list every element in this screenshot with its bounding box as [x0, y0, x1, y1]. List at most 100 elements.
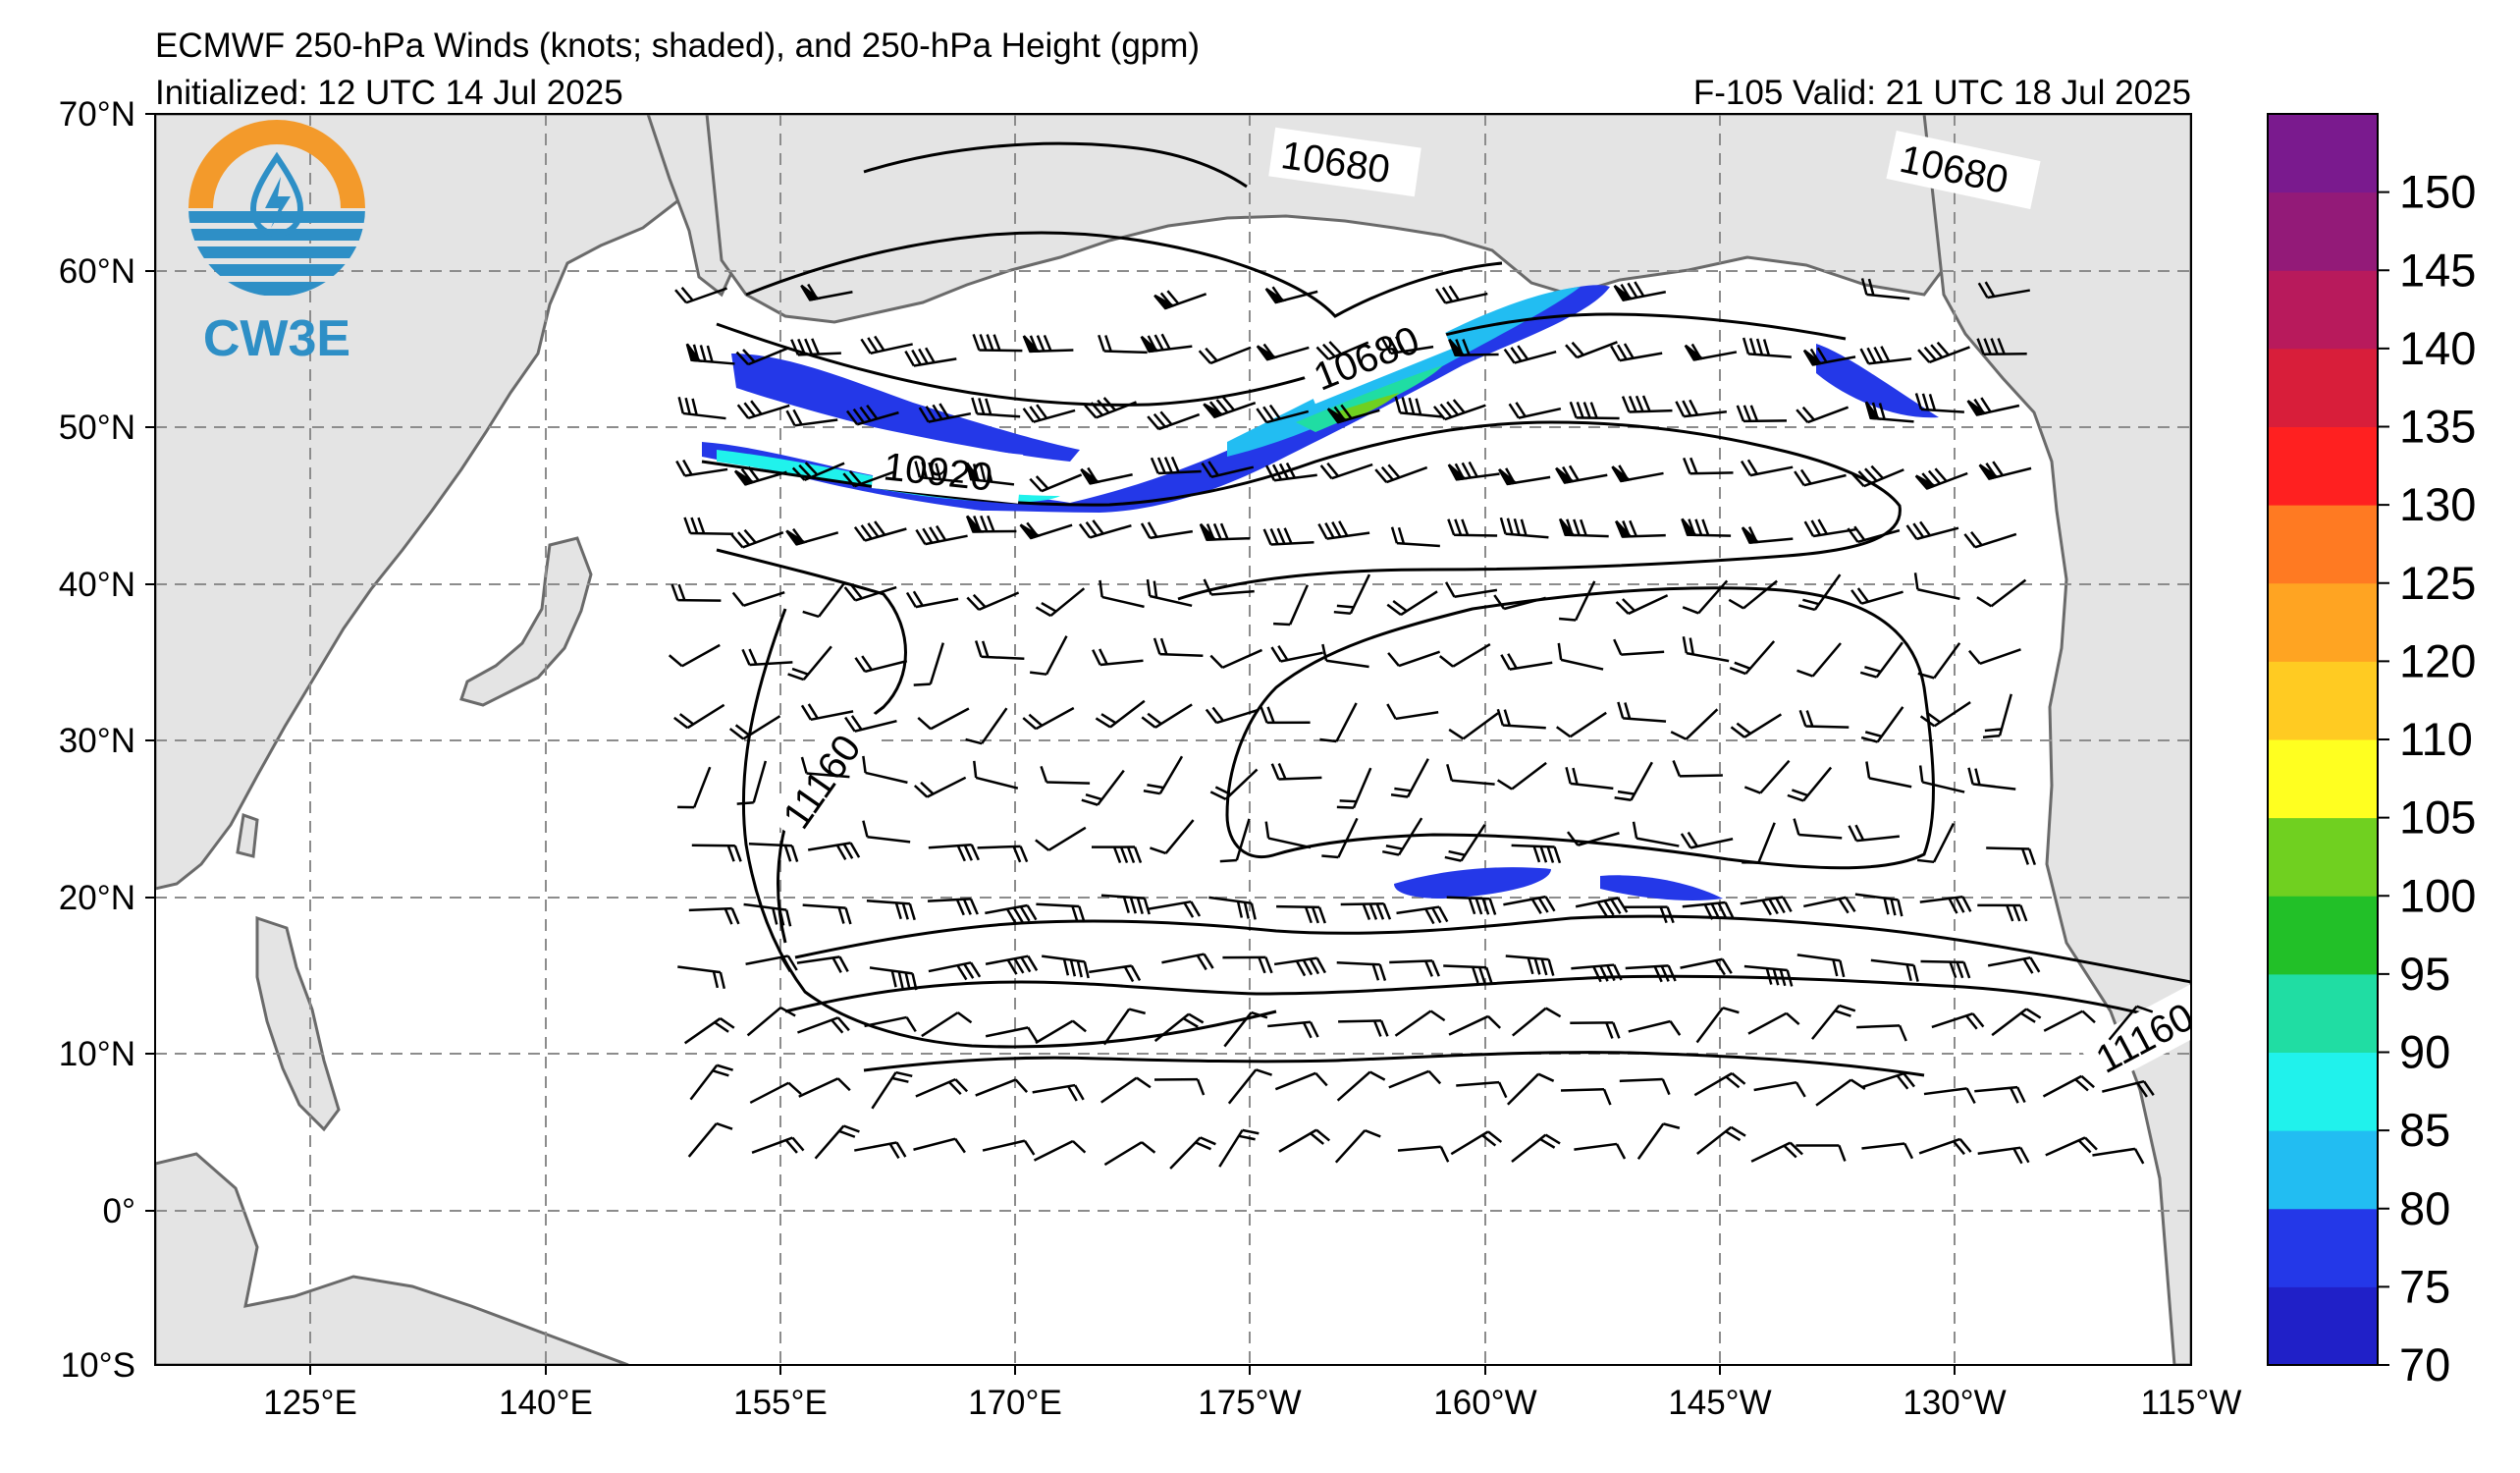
wind-barb — [1617, 701, 1667, 723]
wind-barb — [862, 755, 908, 785]
longitude-labels: 125°E 140°E 155°E 170°E 175°W 160°W 145°… — [263, 1384, 2241, 1422]
wind-barb — [802, 581, 846, 619]
wind-barb — [913, 642, 944, 686]
logo-text: CW3E — [203, 310, 350, 367]
wind-barb — [1035, 587, 1086, 618]
wind-barb — [1864, 401, 1914, 423]
wind-barb — [1033, 1139, 1087, 1162]
wind-barb — [736, 400, 790, 420]
wind-barb — [1963, 530, 2017, 549]
wind-barbs — [668, 278, 2155, 1170]
wind-barb — [1089, 964, 1142, 983]
wind-barb — [1209, 648, 1263, 669]
wind-barb — [743, 902, 792, 927]
colorbar-segment — [2268, 348, 2378, 427]
wind-barb — [1040, 765, 1091, 785]
colorbar-label: 120 — [2399, 634, 2476, 686]
wind-barb — [1274, 1071, 1328, 1091]
wind-barb — [1613, 638, 1665, 656]
wind-barb — [1796, 642, 1842, 678]
wind-barb — [1078, 519, 1132, 539]
wind-barb — [1084, 397, 1137, 419]
wind-barb — [1201, 461, 1255, 478]
wind-barb — [1574, 1142, 1627, 1160]
wind-barb — [1389, 959, 1440, 977]
contour-11040 — [716, 548, 907, 944]
wind-barb — [1448, 712, 1499, 740]
wind-barb — [1203, 396, 1257, 419]
wind-barb — [1847, 525, 1901, 544]
height-contours — [701, 141, 2191, 1077]
wind-barb — [1628, 1019, 1682, 1036]
wind-barb — [985, 903, 1038, 925]
wind-barb — [1512, 1007, 1562, 1037]
latitude-labels: 70°N 60°N 50°N 40°N 30°N 20°N 10°N 0° 10… — [59, 95, 135, 1385]
wind-barb — [973, 760, 1019, 790]
wind-barb — [1916, 823, 1956, 864]
colorbar-label: 130 — [2399, 478, 2476, 530]
colorbar-label: 110 — [2399, 713, 2473, 765]
wind-barb — [1146, 578, 1193, 608]
wind-barb — [1681, 518, 1732, 537]
wind-barb — [1787, 766, 1833, 802]
colorbar-label: 145 — [2399, 244, 2476, 296]
contour-11160-c — [794, 914, 2191, 984]
wind-barb — [1682, 900, 1735, 920]
wind-barb — [1611, 464, 1664, 483]
wind-barb — [2042, 1074, 2095, 1098]
wind-barb — [1270, 644, 1323, 663]
wind-barb — [864, 1015, 917, 1033]
wind-barb — [1336, 767, 1372, 809]
wind-barb — [746, 1006, 796, 1037]
wind-barb — [1977, 281, 2030, 300]
wind-barb — [1022, 334, 1074, 354]
colorbar-segment — [2268, 114, 2378, 193]
wind-barb — [1613, 281, 1667, 301]
land-asia — [155, 114, 709, 891]
wind-barb — [1100, 1076, 1152, 1104]
wind-barb — [1565, 766, 1614, 791]
jet-core-85 — [717, 450, 1060, 503]
wind-barb — [2045, 1136, 2098, 1157]
wind-barb — [1570, 1021, 1621, 1039]
wind-barb — [1798, 709, 1850, 729]
wind-barb — [1100, 894, 1151, 915]
wind-barb — [2102, 1079, 2155, 1098]
wind-barb — [1859, 641, 1903, 679]
colorbar-segment — [2268, 1286, 2378, 1366]
wind-barb — [1319, 702, 1358, 743]
wind-barb — [1153, 1012, 1205, 1043]
wind-barb — [1321, 817, 1359, 859]
wind-barb — [1740, 896, 1793, 916]
wind-barb — [1742, 337, 1792, 358]
colorbar-segment — [2268, 1130, 2378, 1210]
colorbar-label: 90 — [2399, 1026, 2450, 1078]
land-japan — [459, 536, 593, 707]
wind-barb — [1496, 708, 1546, 730]
wind-barb — [1854, 893, 1903, 917]
wind-barb — [1434, 285, 1488, 304]
wind-barb — [787, 645, 832, 682]
wind-barb — [1976, 338, 2027, 355]
colorbar-label: 95 — [2399, 948, 2450, 1000]
wind-barb — [1493, 594, 1546, 611]
wind-barb — [1931, 1012, 1985, 1030]
wind-barb — [928, 843, 980, 862]
wind-barb — [1022, 404, 1076, 423]
wind-barb — [1742, 822, 1776, 864]
wind-barb — [790, 338, 841, 356]
wind-barb — [1507, 1072, 1555, 1106]
wind-barb — [1862, 1072, 1915, 1090]
wind-barb — [1432, 399, 1486, 421]
colorbar-segment — [2268, 739, 2378, 819]
jet-streak-gulf-alaska — [1816, 344, 1939, 418]
wind-barb — [1150, 819, 1195, 855]
wind-barb — [853, 520, 907, 542]
wind-barb — [1394, 1009, 1446, 1037]
wind-barb — [1815, 1078, 1866, 1107]
wind-barb — [1565, 341, 1618, 359]
colorbar-segment — [2268, 817, 2378, 897]
wind-barb — [913, 1137, 966, 1154]
wind-barb — [1102, 1008, 1147, 1046]
lon-label-115w: 115°W — [2141, 1384, 2242, 1422]
